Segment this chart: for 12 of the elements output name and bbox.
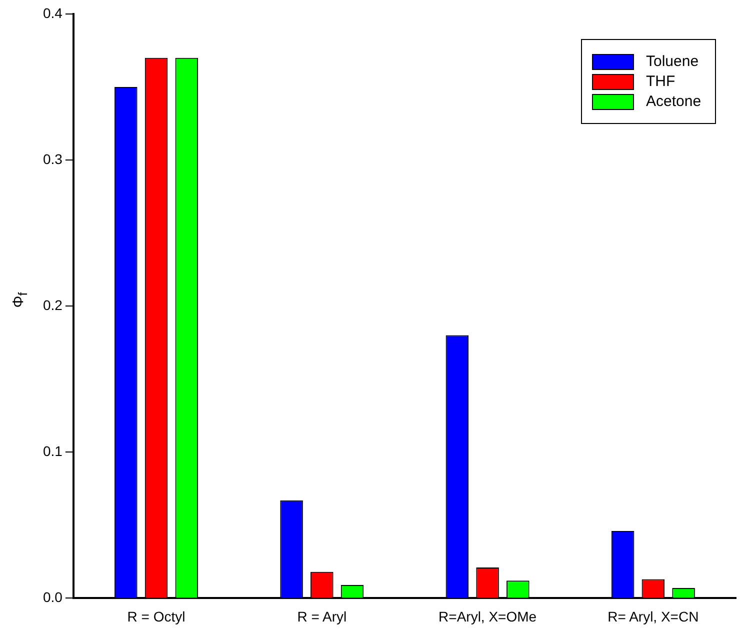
legend-label: THF [646, 73, 676, 90]
y-tick-label: 0.0 [42, 589, 63, 606]
x-tick-label: R = Octyl [127, 608, 186, 624]
y-tick-label: 0.2 [42, 296, 63, 313]
x-tick-label: R = Aryl [297, 608, 347, 624]
x-tick-label: R=Aryl, X=OMe [438, 608, 537, 624]
legend-label: Toluene [646, 53, 699, 70]
x-tick-label: R= Aryl, X=CN [608, 608, 699, 624]
y-tick-label: 0.3 [42, 150, 63, 167]
y-tick-label: 0.1 [42, 443, 63, 460]
y-tick-label: 0.4 [42, 4, 63, 21]
legend-label: Acetone [646, 93, 702, 110]
